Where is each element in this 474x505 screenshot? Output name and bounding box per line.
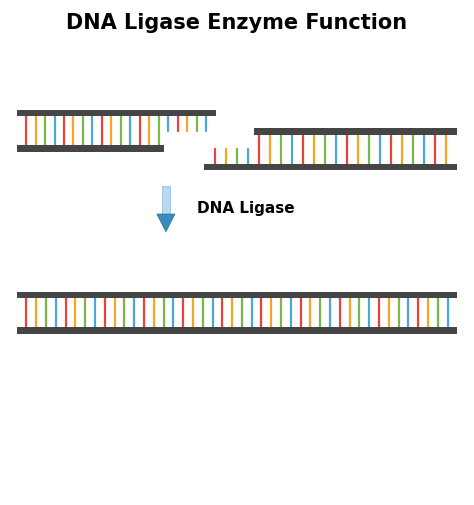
Polygon shape	[162, 187, 170, 215]
Bar	[17, 292, 457, 299]
Bar	[17, 111, 216, 117]
Bar	[254, 129, 457, 135]
Text: DNA Ligase: DNA Ligase	[197, 200, 294, 216]
Polygon shape	[157, 215, 175, 232]
Bar	[17, 327, 457, 334]
Bar	[17, 146, 164, 153]
Text: DNA Ligase Enzyme Function: DNA Ligase Enzyme Function	[66, 13, 408, 33]
Bar	[204, 165, 457, 171]
